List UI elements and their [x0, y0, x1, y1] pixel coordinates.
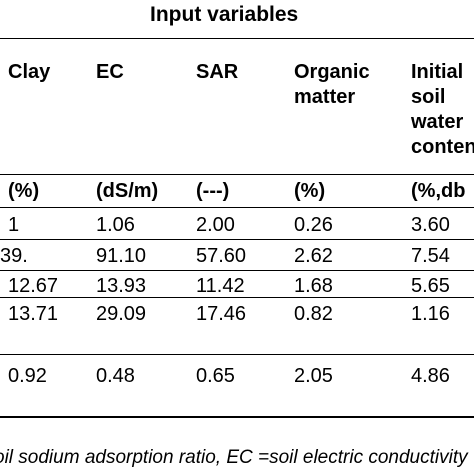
table-cell: 1 — [8, 214, 20, 236]
column-unit-organic-matter: (%) — [294, 180, 326, 202]
row-rule — [0, 297, 474, 298]
column-unit-clay: (%) — [8, 180, 40, 202]
table-cell: 1.06 — [96, 214, 135, 236]
units-bottom-rule — [0, 207, 474, 208]
table-cell: 17.46 — [196, 303, 247, 325]
table-cell: 57.60 — [196, 245, 247, 267]
row-rule — [0, 270, 474, 271]
column-header-sar: SAR — [196, 61, 239, 83]
table-cell: 13.71 — [8, 303, 59, 325]
table-cell: 0.26 — [294, 214, 333, 236]
table-bottom-rule — [0, 416, 474, 418]
table-cell: 7.54 — [411, 245, 450, 267]
column-header-initial-soil-water-content: Initial soil water content — [411, 61, 474, 158]
table-cell: 2.62 — [294, 245, 333, 267]
column-header-organic-matter: Organic matter — [294, 61, 370, 108]
table-cell: 2.05 — [294, 365, 333, 387]
table-cell: 91.10 — [96, 245, 147, 267]
table-cell: 5.65 — [411, 275, 450, 297]
table-cell: 4.86 — [411, 365, 450, 387]
table-cell: 13.93 — [96, 275, 147, 297]
column-unit-sar: (---) — [196, 180, 230, 202]
row-rule — [0, 354, 474, 355]
header-unit-rule — [0, 174, 474, 175]
row-rule — [0, 239, 474, 240]
table-footnote: oil sodium adsorption ratio, EC =soil el… — [0, 447, 468, 468]
table-cell: 0.65 — [196, 365, 235, 387]
column-header-clay: Clay — [8, 61, 51, 83]
column-unit-initial-soil-water-content: (%,db — [411, 180, 466, 202]
table-cell: 2.00 — [196, 214, 235, 236]
table-title: Input variables — [150, 3, 299, 26]
table-cell: 12.67 — [8, 275, 59, 297]
column-unit-ec: (dS/m) — [96, 180, 159, 202]
column-header-ec: EC — [96, 61, 124, 83]
header-top-rule — [0, 38, 474, 39]
table-cell: 0.92 — [8, 365, 47, 387]
table-cell: 3.60 — [411, 214, 450, 236]
table-cell: 11.42 — [196, 275, 245, 297]
table-cell: 1.16 — [411, 303, 450, 325]
table-cell: 1.68 — [294, 275, 333, 297]
table-cell: 39. — [0, 245, 28, 267]
table-cell: 29.09 — [96, 303, 147, 325]
table-cell: 0.48 — [96, 365, 135, 387]
table-cell: 0.82 — [294, 303, 333, 325]
